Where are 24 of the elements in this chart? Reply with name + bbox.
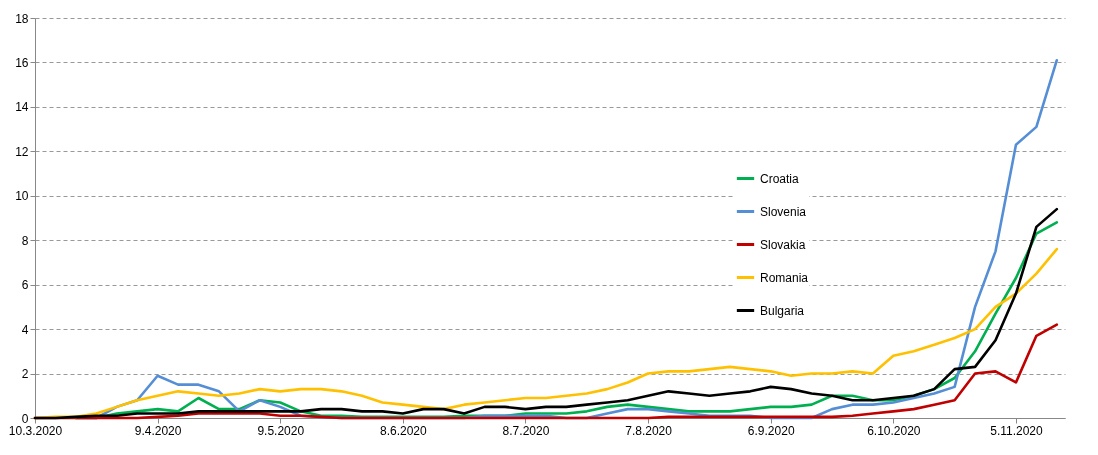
legend-label: Slovakia bbox=[760, 237, 806, 252]
x-tick-label: 5.11.2020 bbox=[990, 423, 1044, 438]
x-tick-label: 8.7.2020 bbox=[502, 423, 550, 438]
y-tick-label: 6 bbox=[21, 278, 29, 293]
x-tick-label: 6.9.2020 bbox=[747, 423, 795, 438]
y-tick-label: 10 bbox=[15, 189, 29, 204]
x-tick-label: 8.6.2020 bbox=[380, 423, 428, 438]
y-tick-label: 0 bbox=[21, 411, 29, 426]
y-tick-label: 4 bbox=[21, 322, 29, 337]
legend-label: Romania bbox=[760, 270, 809, 285]
y-tick-label: 16 bbox=[15, 55, 29, 70]
y-tick-label: 2 bbox=[21, 367, 29, 382]
x-tick-label: 7.8.2020 bbox=[625, 423, 673, 438]
x-tick-label: 6.10.2020 bbox=[867, 423, 921, 438]
y-tick-label: 18 bbox=[15, 11, 29, 26]
legend-label: Slovenia bbox=[760, 204, 807, 219]
legend-label: Bulgaria bbox=[760, 303, 805, 318]
x-tick-label: 9.4.2020 bbox=[134, 423, 182, 438]
x-tick-label: 10.3.2020 bbox=[8, 423, 63, 438]
legend-label: Croatia bbox=[760, 171, 800, 186]
y-tick-label: 8 bbox=[21, 233, 29, 248]
y-tick-label: 12 bbox=[15, 144, 29, 159]
y-tick-label: 14 bbox=[15, 100, 29, 115]
x-tick-label: 9.5.2020 bbox=[257, 423, 305, 438]
